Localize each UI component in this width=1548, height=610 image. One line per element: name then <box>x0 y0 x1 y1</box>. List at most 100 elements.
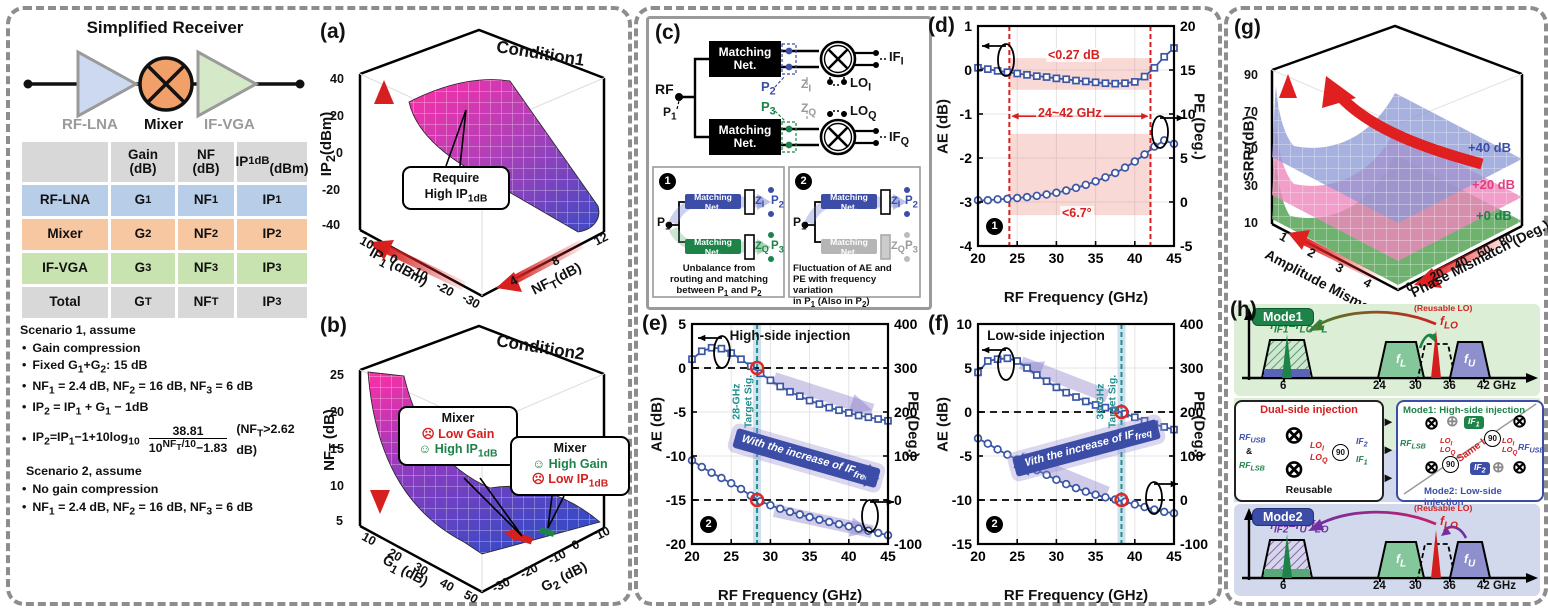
panel-d-label: (d) <box>928 14 955 37</box>
bullet-icon: • <box>22 432 27 447</box>
scenario-notes: Scenario 1, assume • Gain compression • Fi… <box>20 318 316 520</box>
table-cell: IP 2 <box>237 219 307 250</box>
tick-label: -40 <box>322 218 341 232</box>
mode1-box-title: Mode1: High-side injection <box>1403 405 1526 416</box>
reusable-label: Reusable <box>1285 484 1333 496</box>
section-receiver-conditions: Simplified Receiver RF-LNA Mixer IF-VGA … <box>6 6 632 606</box>
f-x-axis-label: RF Frequency (GHz) <box>1003 587 1149 604</box>
sub1-zq-label: ZQ <box>755 240 769 255</box>
table-row-name: RF-LNA <box>22 185 108 216</box>
iq-splitter-diagram <box>652 40 921 298</box>
panel-f-label: (f) <box>928 312 949 335</box>
formula-prefix: IP2=IP1−1+10log10 <box>32 430 140 448</box>
tick-label: 10 <box>1244 216 1258 230</box>
table-row-name: IF-VGA <box>22 253 108 284</box>
zq-label: ZQ <box>801 101 817 119</box>
svg-text:-5: -5 <box>1180 238 1193 254</box>
svg-text:0: 0 <box>678 360 686 376</box>
svg-text:-15: -15 <box>666 492 686 508</box>
flow-arrow-icon: ► <box>1382 414 1395 429</box>
mixer-i-icon <box>819 40 857 78</box>
panel-d: (d) 20 25 30 35 40 45 1 0 -1 -2 -3 -4 20 15 10 5 0 -5 AE … <box>928 14 1218 306</box>
svg-text:-5: -5 <box>960 448 973 464</box>
svg-text:20: 20 <box>970 548 986 564</box>
table-header-ip1db: IP 1dB (dBm) <box>235 142 309 182</box>
svg-text:-5: -5 <box>674 404 687 420</box>
panel-c-label: (c) <box>655 21 681 44</box>
svg-text:5: 5 <box>964 360 972 376</box>
svg-text:100: 100 <box>1180 448 1204 464</box>
svg-text:40: 40 <box>1127 250 1143 266</box>
svg-text:-1: -1 <box>960 106 973 122</box>
sub2-matching-net-q: Matching Net. <box>821 237 877 257</box>
svg-text:20: 20 <box>1180 18 1196 34</box>
scenario1-bullet: Gain compression <box>32 340 141 355</box>
if1-badge: IF1 <box>1464 416 1484 429</box>
table-cell: NF 1 <box>178 185 234 216</box>
surface-plot-condition1 <box>358 28 606 298</box>
svg-text:5: 5 <box>678 316 686 332</box>
panel-a-label: (a) <box>320 20 346 43</box>
svg-text:0: 0 <box>894 492 902 508</box>
tick-42ghz: 42 GHz <box>1477 580 1516 592</box>
mode-architecture-row: Dual-side injection RFUSB & RFLSB ⊗ ⊗ LO… <box>1234 398 1545 508</box>
mode1-badge: Mode1 <box>1252 308 1314 326</box>
mixer-icon: ⊗ <box>1424 457 1440 477</box>
lo-i-label: LOI <box>1310 440 1324 453</box>
sub2-p1-label: P1 <box>793 215 807 233</box>
lna-triangle-icon <box>76 49 140 119</box>
mode1-spectrum: Mode1 fIF1=fLO-fL (Reusable LO) fLO fL f… <box>1234 303 1540 396</box>
svg-text:300: 300 <box>894 360 918 376</box>
d-left-axis-label: AE (dB) <box>934 99 952 154</box>
table-row-name: Mixer <box>22 219 108 250</box>
mixer-label: Mixer <box>144 116 184 133</box>
svg-text:15: 15 <box>1180 62 1196 78</box>
phase-90-icon: 90 <box>1442 456 1459 473</box>
sub2-badge: 2 <box>795 171 812 190</box>
svg-text:35: 35 <box>802 548 818 564</box>
flow-arrow-icon: ► <box>1382 470 1395 485</box>
table-cell: IP 3 <box>237 287 307 318</box>
svg-text:5: 5 <box>1180 150 1188 166</box>
ae-bound-annotation: <0.27 dB <box>1046 48 1102 62</box>
mode2-fl-label: fL <box>1396 552 1407 570</box>
p1-label: P1 <box>663 105 677 123</box>
p2-label: P2 <box>761 79 776 98</box>
scenario1-bullet: Fixed G1+G2: 15 dB <box>32 358 148 376</box>
matching-net-q: Matching Net. <box>709 119 781 155</box>
mode2-spectrum-graphic <box>1242 508 1538 583</box>
tick-24: 24 <box>1373 380 1386 392</box>
svg-text:300: 300 <box>1180 360 1204 376</box>
if2-label: IF2 <box>1356 436 1368 449</box>
callout-good-text: High IP1dB <box>434 442 498 460</box>
receiver-chain-graphic <box>23 49 305 119</box>
mixer-icon: ⊗ <box>1512 457 1528 477</box>
callout-title: Mixer <box>553 441 587 455</box>
if-q-label: IFQ <box>889 129 909 148</box>
svg-text:10: 10 <box>1180 106 1196 122</box>
surface-plus40 <box>1272 86 1522 223</box>
lo-i-label: LOI <box>850 75 872 94</box>
lna-label: RF-LNA <box>62 116 118 133</box>
panel-g: (g) <box>1230 12 1548 324</box>
modes-box: Mode1: High-side injection Mode2: Low-si… <box>1396 400 1545 508</box>
rf-lsb-label: RFLSB <box>1239 460 1265 473</box>
scenario1-title: Scenario 1, assume <box>20 323 136 337</box>
mixer-lowgain-callout: Mixer ☹ Low Gain ☺ High IP1dB <box>398 406 518 466</box>
callout-bad-text: Low Gain <box>438 426 495 441</box>
surface-plus0-label: +0 dB <box>1476 208 1512 223</box>
svg-text:-20: -20 <box>666 536 686 552</box>
sub1-caption: Unbalance from routing and matching betwee… <box>669 263 769 298</box>
surface-plus20-label: +20 dB <box>1472 177 1515 192</box>
f-left-axis-label: AE (dB) <box>934 397 952 452</box>
mode2-fu-label: fU <box>1464 552 1476 570</box>
zi-label: ZI <box>801 77 812 95</box>
panel-h-label: (h) <box>1230 298 1257 321</box>
d-right-axis-label: PE (Deg.) <box>1190 93 1208 160</box>
svg-text:200: 200 <box>1180 404 1204 420</box>
panel-e-label: (e) <box>642 312 668 335</box>
tick-label: 10 <box>330 479 344 493</box>
receiver-title: Simplified Receiver <box>86 18 244 37</box>
svg-text:0: 0 <box>964 404 972 420</box>
